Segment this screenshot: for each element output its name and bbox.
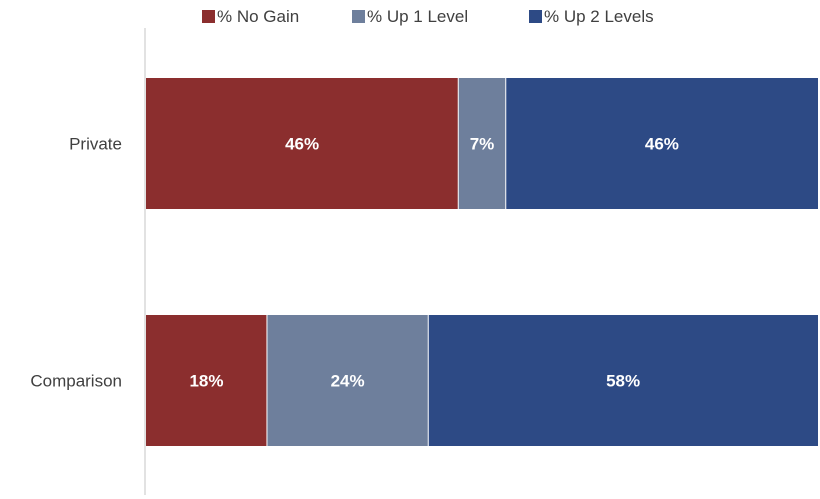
bar-segment xyxy=(428,315,818,446)
category-label: Comparison xyxy=(30,372,122,391)
legend-swatch xyxy=(529,10,542,23)
data-label: 46% xyxy=(285,135,319,154)
legend-swatch xyxy=(202,10,215,23)
bar-segment xyxy=(505,78,818,209)
bar-segment xyxy=(266,315,429,446)
category-label: Private xyxy=(69,135,122,154)
bar-segment xyxy=(146,315,267,446)
data-label: 46% xyxy=(645,135,679,154)
bar-series xyxy=(146,78,818,446)
category-labels: Private Comparison xyxy=(30,135,122,391)
legend-label: % No Gain xyxy=(217,7,299,26)
legend-entry: % No Gain xyxy=(202,7,299,26)
data-label: 7% xyxy=(470,135,495,154)
data-labels: 46% 7% 46% 18% 24% 58% xyxy=(189,135,678,391)
legend-label: % Up 1 Level xyxy=(367,7,468,26)
bar-segment xyxy=(146,78,459,209)
legend-label: % Up 2 Levels xyxy=(544,7,654,26)
data-label: 24% xyxy=(331,372,365,391)
legend-swatch xyxy=(352,10,365,23)
data-label: 18% xyxy=(189,372,223,391)
chart-legend: % No Gain % Up 1 Level % Up 2 Levels xyxy=(202,7,654,26)
legend-entry: % Up 2 Levels xyxy=(529,7,654,26)
legend-entry: % Up 1 Level xyxy=(352,7,468,26)
data-label: 58% xyxy=(606,372,640,391)
bar-segment xyxy=(458,78,506,209)
